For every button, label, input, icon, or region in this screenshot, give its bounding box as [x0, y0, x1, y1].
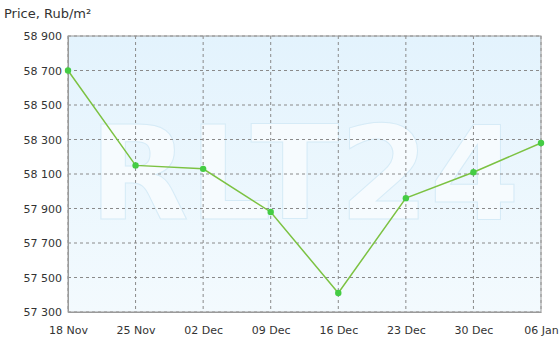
x-axis: 18 Nov 25 Nov 02 Dec 09 Dec 16 Dec 23 Dec 30 D… [49, 312, 559, 337]
tick: 58 900 [24, 30, 69, 43]
tick: 16 Dec [319, 312, 358, 337]
tick: 58 300 [24, 134, 69, 147]
tick-label: 58 500 [24, 99, 63, 112]
chart: RLT2457 30057 50057 70057 90058 10058 30… [0, 0, 560, 346]
tick: 18 Nov [49, 312, 88, 337]
grid-line [405, 36, 406, 312]
grid-line [203, 36, 204, 312]
tick: 30 Dec [455, 312, 494, 337]
title: Price, Rub/m² [4, 6, 91, 21]
tick-label: 06 Jan [524, 324, 558, 337]
marker [470, 169, 476, 175]
grid-line [68, 277, 541, 278]
tick-label: 58 700 [24, 65, 63, 78]
tick-label: 58 900 [24, 30, 63, 43]
grid-line [68, 139, 541, 140]
tick-label: 58 100 [24, 168, 63, 181]
tick-label: 18 Nov [49, 324, 88, 337]
line [68, 71, 541, 294]
tick: 57 900 [24, 203, 69, 216]
marker [65, 67, 71, 73]
tick: 58 700 [24, 65, 69, 78]
x-grid [68, 36, 541, 312]
tick: 02 Dec [184, 312, 223, 337]
marker [538, 140, 544, 146]
grid-line [270, 36, 271, 312]
tick-label: 57 500 [24, 272, 63, 285]
tick: 06 Jan [524, 312, 558, 337]
marker [403, 195, 409, 201]
tick-label: 57 300 [24, 306, 63, 319]
tick: 57 300 [24, 306, 69, 319]
grid-line [338, 36, 339, 312]
tick-label: 16 Dec [319, 324, 358, 337]
tick-label: 57 700 [24, 237, 63, 250]
tick-label: 09 Dec [252, 324, 291, 337]
grid-line [135, 36, 136, 312]
marker [200, 166, 206, 172]
y-grid [68, 36, 541, 312]
plot-background [68, 36, 541, 312]
tick: 23 Dec [387, 312, 426, 337]
tick: 57 500 [24, 272, 69, 285]
plot: RLT2457 30057 50057 70057 90058 10058 30… [24, 30, 559, 337]
tick: 09 Dec [252, 312, 291, 337]
series [65, 67, 544, 296]
tick: 58 100 [24, 168, 69, 181]
grid-line [68, 105, 541, 106]
tick-label: 23 Dec [387, 324, 426, 337]
grid-line [68, 70, 541, 71]
tick-label: 30 Dec [455, 324, 494, 337]
tick: 25 Nov [117, 312, 156, 337]
marker [132, 162, 138, 168]
axis-line [68, 37, 69, 313]
marker [268, 209, 274, 215]
tick-label: 02 Dec [184, 324, 223, 337]
tick: 58 500 [24, 99, 69, 112]
grid-line [68, 243, 541, 244]
marker [335, 290, 341, 296]
tick-label: 58 300 [24, 134, 63, 147]
tick: 57 700 [24, 237, 69, 250]
axis-line [69, 312, 542, 313]
plot-frame [68, 36, 541, 312]
tick-label: 57 900 [24, 203, 63, 216]
y-axis: 57 300 57 500 57 700 57 900 58 100 58 300 58 5… [24, 30, 69, 319]
grid-line [68, 208, 541, 209]
tick-label: 25 Nov [117, 324, 156, 337]
